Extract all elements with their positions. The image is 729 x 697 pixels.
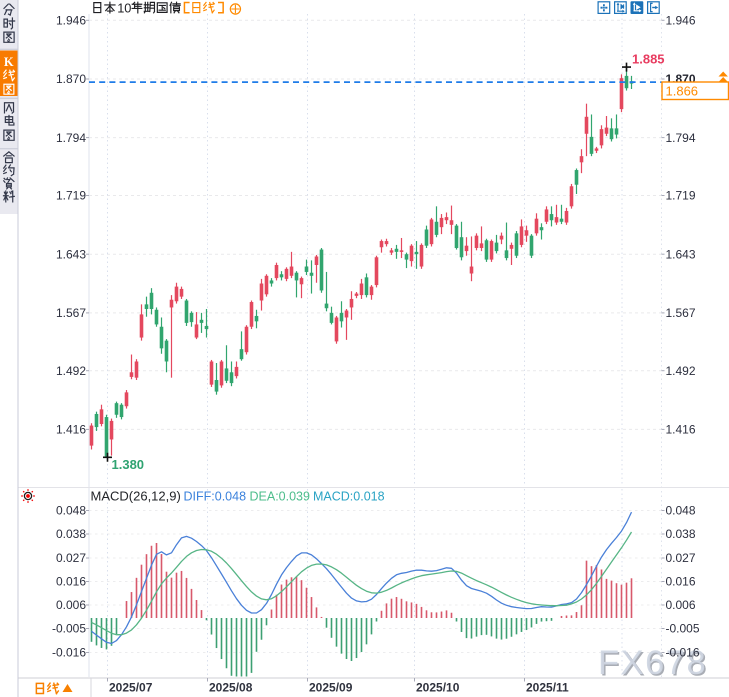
svg-text:1.643: 1.643 [56,247,86,261]
svg-text:1.885: 1.885 [632,52,665,67]
svg-text:1.380: 1.380 [112,457,145,472]
svg-text:MACD:0.018: MACD:0.018 [313,490,385,504]
svg-text:0.038: 0.038 [666,527,696,541]
svg-text:FX678: FX678 [600,646,709,684]
svg-text:1.946: 1.946 [56,14,86,28]
svg-text:1.794: 1.794 [56,131,86,145]
svg-text:0.027: 0.027 [56,551,86,565]
svg-text:0.048: 0.048 [666,504,696,518]
svg-text:2025/07: 2025/07 [109,681,153,695]
svg-text:2025/09: 2025/09 [309,681,353,695]
svg-text:FX678: FX678 [598,644,707,682]
svg-text:0.016: 0.016 [666,575,696,589]
svg-text:1.866: 1.866 [666,84,699,99]
svg-text:1.416: 1.416 [666,423,696,437]
svg-text:0.016: 0.016 [56,575,86,589]
svg-text:2025/10: 2025/10 [416,681,460,695]
svg-text:1.492: 1.492 [56,364,86,378]
svg-text:1.946: 1.946 [666,14,696,28]
svg-text:2025/11: 2025/11 [526,681,569,695]
svg-text:0.006: 0.006 [666,598,696,612]
svg-text:0.038: 0.038 [56,527,86,541]
svg-text:10: 10 [117,0,131,15]
svg-text:0.027: 0.027 [666,551,696,565]
svg-text:1.416: 1.416 [56,423,86,437]
svg-text:1.719: 1.719 [56,189,86,203]
svg-text:DIFF:0.048: DIFF:0.048 [184,490,247,504]
svg-text:K: K [4,55,14,69]
svg-text:2025/08: 2025/08 [209,681,253,695]
svg-text:0.048: 0.048 [56,504,86,518]
svg-text:1.719: 1.719 [666,189,696,203]
svg-text:1.870: 1.870 [56,72,86,86]
svg-text:1.492: 1.492 [666,364,696,378]
svg-text:0.006: 0.006 [56,598,86,612]
svg-text:MACD(26,12,9): MACD(26,12,9) [91,489,181,504]
svg-text:1.567: 1.567 [56,306,86,320]
svg-text:1.643: 1.643 [666,247,696,261]
svg-text:-0.016: -0.016 [666,646,700,660]
svg-text:1.567: 1.567 [666,306,696,320]
svg-text:-0.005: -0.005 [666,622,700,636]
svg-text:-0.005: -0.005 [52,622,86,636]
svg-text:DEA:0.039: DEA:0.039 [250,490,311,504]
svg-text:-0.016: -0.016 [52,646,86,660]
svg-text:1.794: 1.794 [666,131,696,145]
